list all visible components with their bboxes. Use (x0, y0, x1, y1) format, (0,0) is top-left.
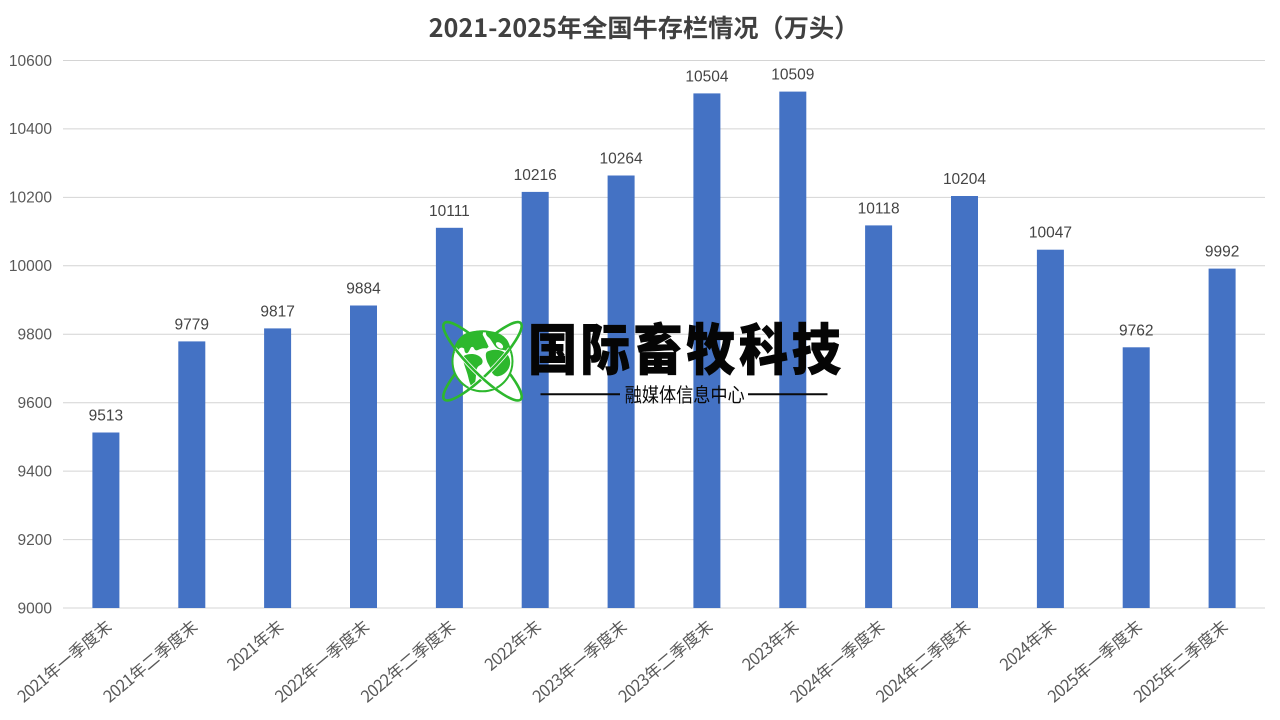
svg-text:9513: 9513 (89, 408, 123, 425)
svg-text:9000: 9000 (18, 600, 53, 617)
svg-text:10000: 10000 (9, 258, 52, 275)
svg-text:10509: 10509 (771, 67, 814, 84)
svg-text:10047: 10047 (1029, 225, 1072, 242)
svg-text:9200: 9200 (18, 532, 53, 549)
svg-text:10400: 10400 (9, 121, 52, 138)
svg-text:9779: 9779 (175, 316, 209, 333)
svg-text:9800: 9800 (18, 327, 53, 344)
svg-text:10200: 10200 (9, 190, 52, 207)
svg-text:9884: 9884 (346, 281, 381, 298)
svg-text:9992: 9992 (1205, 244, 1239, 261)
svg-text:10204: 10204 (943, 171, 986, 188)
svg-text:9762: 9762 (1119, 322, 1153, 339)
svg-text:10264: 10264 (600, 151, 643, 168)
svg-text:9600: 9600 (18, 395, 53, 412)
svg-text:10111: 10111 (429, 203, 470, 220)
svg-text:10600: 10600 (9, 53, 52, 70)
svg-text:10504: 10504 (685, 68, 728, 85)
svg-text:10216: 10216 (514, 167, 557, 184)
svg-text:9817: 9817 (260, 303, 294, 320)
svg-text:9400: 9400 (18, 463, 53, 480)
svg-text:10118: 10118 (858, 200, 900, 217)
